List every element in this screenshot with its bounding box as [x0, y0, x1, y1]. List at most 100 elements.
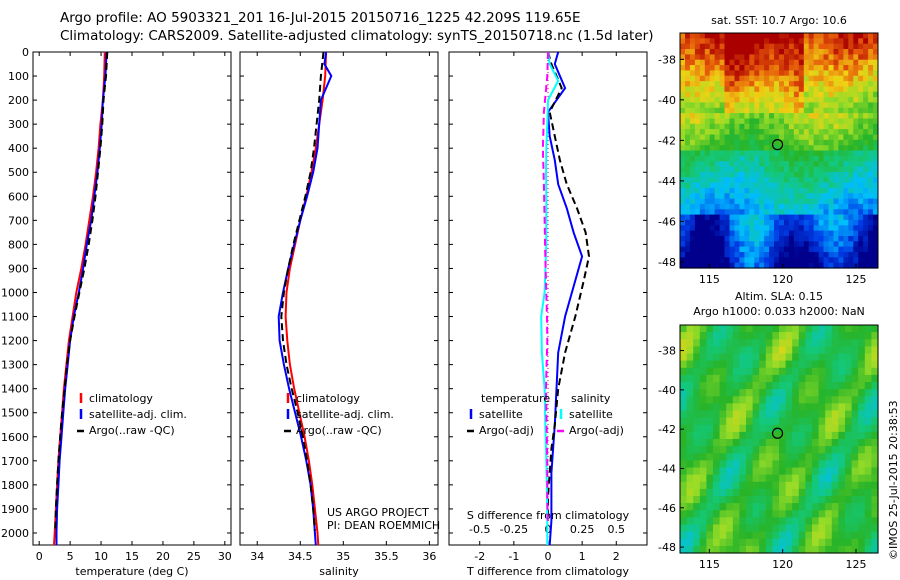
sst-cell: [739, 214, 745, 221]
sst-cell: [798, 230, 805, 237]
sla-cell: [851, 545, 859, 554]
sla-cell: [739, 488, 747, 497]
sst-cell: [729, 182, 735, 189]
sla-cell: [746, 453, 754, 461]
sla-cell: [686, 424, 694, 433]
sst-cell: [774, 182, 780, 189]
sst-cell: [779, 65, 785, 71]
sla-cell: [858, 424, 866, 433]
sst-cell: [709, 118, 716, 125]
x-tick-label: 10: [94, 550, 108, 563]
sst-cell: [863, 214, 869, 221]
sla-cell: [825, 488, 833, 497]
sla-cell: [779, 353, 787, 362]
sla-cell: [779, 510, 787, 518]
sst-cell: [843, 102, 849, 109]
sla-cell: [779, 503, 787, 511]
sla-cell: [726, 524, 734, 533]
sla-cell: [732, 538, 740, 547]
sst-cell: [803, 113, 810, 119]
sla-cell: [746, 424, 754, 433]
sst-cell: [853, 33, 859, 39]
sst-cell: [803, 257, 810, 264]
sla-cell: [713, 488, 721, 497]
sst-cell: [873, 113, 879, 119]
sst-cell: [719, 65, 726, 71]
sla-cell: [752, 431, 760, 440]
y-tick-label: 1200: [1, 335, 29, 348]
sst-cell: [823, 230, 829, 237]
sla-cell: [818, 481, 826, 490]
sst-cell: [689, 150, 696, 157]
sla-cell: [686, 524, 694, 533]
sst-cell: [689, 171, 696, 178]
sst-cell: [813, 33, 820, 39]
sst-cell: [734, 150, 740, 157]
sla-cell: [759, 346, 767, 355]
sst-cell: [689, 161, 696, 168]
sst-cell: [808, 70, 815, 77]
sst-cell: [818, 209, 825, 216]
sla-cell: [739, 474, 747, 483]
sst-cell: [863, 75, 869, 82]
sst-cell: [719, 70, 726, 77]
sst-cell: [734, 230, 740, 237]
sst-cell: [873, 177, 879, 184]
sla-cell: [713, 417, 721, 426]
sst-cell: [724, 86, 730, 93]
sst-cell: [685, 97, 691, 103]
sst-cell: [779, 193, 785, 200]
sst-cell: [680, 198, 686, 205]
sst-cell: [863, 145, 869, 152]
sst-cell: [793, 81, 800, 87]
sla-cell: [732, 332, 740, 340]
sst-cell: [868, 246, 874, 253]
sst-cell: [764, 86, 770, 93]
sst-cell: [769, 75, 775, 82]
sst-cell: [838, 209, 844, 216]
sst-cell: [749, 209, 755, 216]
sst-cell: [680, 155, 686, 162]
sst-cell: [769, 182, 775, 189]
sst-cell: [818, 198, 825, 205]
sla-cell: [772, 474, 780, 483]
sla-cell: [805, 410, 813, 419]
sst-cell: [754, 123, 760, 130]
sla-cell: [812, 446, 820, 454]
sst-cell: [823, 214, 829, 221]
sst-cell: [739, 150, 745, 157]
series-line-differences-1: [547, 51, 591, 521]
sla-cell: [719, 531, 727, 540]
sst-cell: [813, 150, 820, 157]
sst-cell: [843, 150, 849, 157]
sla-cell: [858, 510, 866, 518]
sst-cell: [858, 86, 864, 93]
sla-cell: [772, 325, 780, 333]
sla-cell: [739, 460, 747, 469]
sla-cell: [779, 403, 787, 412]
sla-cell: [765, 517, 773, 526]
sla-cell: [871, 325, 879, 333]
sst-cell: [828, 43, 834, 50]
sla-cell: [871, 410, 879, 419]
sla-cell: [759, 417, 767, 426]
sla-cell: [752, 496, 760, 504]
sla-cell: [713, 403, 721, 412]
sst-cell: [719, 166, 726, 173]
sst-cell: [754, 203, 760, 210]
sst-cell: [680, 171, 686, 178]
sla-cell: [726, 503, 734, 511]
sst-cell: [858, 145, 864, 152]
sla-cell: [759, 531, 767, 540]
sst-cell: [793, 193, 800, 200]
sla-cell: [864, 353, 872, 362]
sla-cell: [792, 367, 800, 376]
sst-cell: [724, 102, 730, 109]
sst-cell: [699, 219, 706, 226]
sst-cell: [818, 214, 825, 221]
sla-cell: [772, 389, 780, 397]
sla-cell: [785, 439, 793, 447]
sst-cell: [828, 214, 834, 221]
sst-cell: [858, 65, 864, 71]
sla-cell: [818, 524, 826, 533]
